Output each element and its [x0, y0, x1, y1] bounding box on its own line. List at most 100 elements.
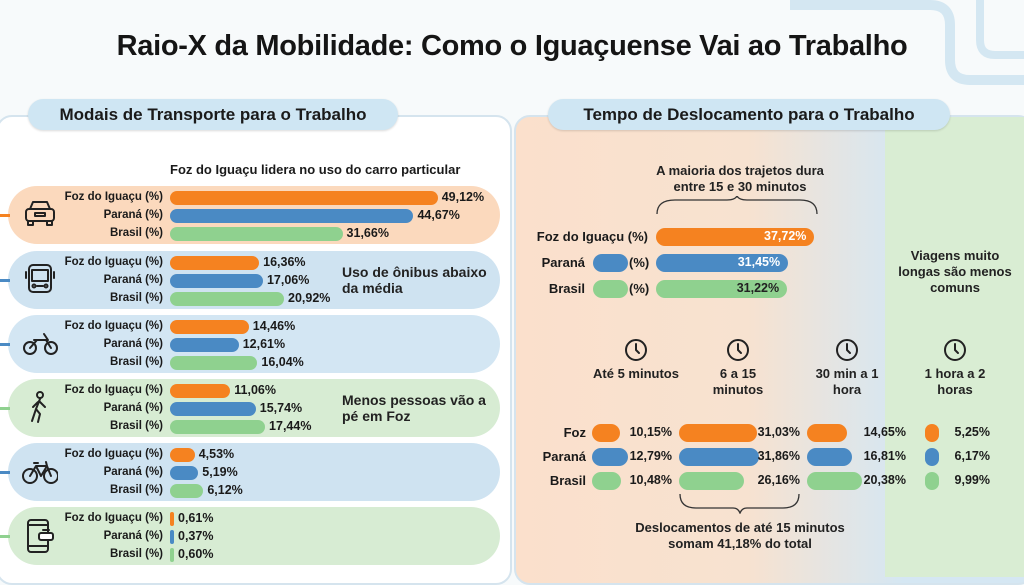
- bar-foz: [592, 424, 621, 442]
- value-label: 49,12%: [441, 190, 485, 204]
- bar-parana: [656, 254, 789, 272]
- mode-group-band: [8, 443, 500, 501]
- value-label: 44,67%: [417, 208, 460, 222]
- time-bin-label: 30 min a 1 hora: [815, 366, 879, 397]
- bar-foz: [170, 384, 231, 398]
- series-label: Brasil (%): [109, 548, 163, 560]
- bar-parana: [170, 466, 199, 480]
- connector-line: [0, 343, 10, 346]
- bar-parana: [170, 530, 174, 544]
- series-label: Paraná (%): [103, 274, 163, 286]
- value-label: 17,44%: [269, 419, 312, 433]
- value-label: 10,48%: [629, 473, 672, 487]
- value-label: 37,72%: [764, 229, 807, 243]
- series-label: Brasil (%): [109, 420, 163, 432]
- modes-header: Modais de Transporte para o Trabalho: [28, 99, 398, 130]
- connector-line: [0, 535, 10, 538]
- time-subtitle: A maioria dos trajetos dura entre 15 e 3…: [656, 163, 824, 194]
- connector-line: [0, 471, 10, 474]
- row-label: Foz do Iguaçu (%): [536, 229, 648, 244]
- series-label: Foz do Iguaçu (%): [64, 384, 163, 396]
- value-label: 31,03%: [757, 425, 800, 439]
- series-label: Paraná (%): [103, 338, 163, 350]
- row-label: Paraná: [542, 449, 586, 464]
- value-label: 5,25%: [954, 425, 990, 439]
- value-label: 11,06%: [234, 383, 276, 397]
- bar-foz: [170, 191, 438, 205]
- bar-foz: [170, 256, 260, 270]
- series-label: Paraná (%): [103, 209, 163, 221]
- bicycle-icon: [22, 454, 59, 495]
- bar-foz: [925, 424, 939, 442]
- series-label: Foz do Iguaçu (%): [64, 256, 163, 268]
- bar-foz: [170, 512, 174, 526]
- value-label: 16,04%: [261, 355, 304, 369]
- row-unit: (%): [629, 255, 650, 270]
- bus-icon: [22, 262, 58, 303]
- value-label: 12,79%: [629, 449, 672, 463]
- bar-foz: [679, 424, 757, 442]
- bar-parana: [592, 448, 628, 466]
- time-bin-label: 6 a 15 minutos: [712, 366, 764, 397]
- bar-brasil: [170, 548, 174, 562]
- value-label: 14,46%: [252, 319, 296, 333]
- bar-brasil: [170, 420, 266, 434]
- clock-icon: [624, 338, 648, 367]
- bar-parana: [807, 448, 853, 466]
- annotation: Uso de ônibus abaixo da média: [342, 264, 487, 296]
- value-label: 31,22%: [736, 281, 780, 295]
- value-label: 31,86%: [757, 449, 800, 463]
- mode-group-band: [8, 507, 500, 565]
- legend-swatch: [593, 280, 628, 298]
- value-label: 4,53%: [198, 447, 235, 461]
- bar-parana: [170, 402, 256, 416]
- value-label: 0,61%: [178, 511, 214, 525]
- series-label: Brasil (%): [109, 356, 163, 368]
- row-label: Paraná: [541, 255, 585, 270]
- series-label: Brasil (%): [109, 484, 163, 496]
- page-title: Raio-X da Mobilidade: Como o Iguaçuense …: [116, 30, 908, 62]
- connector-line: [0, 214, 10, 217]
- connector-line: [0, 279, 10, 282]
- value-label: 5,19%: [202, 465, 238, 479]
- value-label: 20,38%: [863, 473, 906, 487]
- value-label: 15,74%: [259, 401, 303, 415]
- legend-swatch: [593, 254, 628, 272]
- series-label: Foz do Iguaçu (%): [64, 512, 163, 524]
- value-label: 16,36%: [263, 255, 306, 269]
- value-label: 6,12%: [207, 483, 243, 497]
- bar-brasil: [170, 484, 204, 498]
- long-trips-note: Viagens muito longas são menos comuns: [898, 248, 1012, 295]
- bar-brasil: [807, 472, 863, 490]
- series-label: Paraná (%): [103, 466, 163, 478]
- clock-icon: [943, 338, 967, 367]
- car-icon: [22, 197, 58, 238]
- series-label: Brasil (%): [109, 227, 163, 239]
- value-label: 31,45%: [737, 255, 781, 269]
- series-label: Foz do Iguaçu (%): [64, 320, 163, 332]
- series-label: Brasil (%): [109, 292, 163, 304]
- bar-parana: [170, 274, 263, 288]
- value-label: 26,16%: [757, 473, 800, 487]
- value-label: 14,65%: [863, 425, 906, 439]
- row-label: Foz: [563, 425, 586, 440]
- time-bin-label: Até 5 minutos: [593, 366, 679, 381]
- short-trips-note: Deslocamentos de até 15 minutos somam 41…: [635, 520, 845, 551]
- value-label: 10,15%: [629, 425, 672, 439]
- clock-icon: [726, 338, 750, 367]
- connector-line: [0, 407, 10, 410]
- value-label: 17,06%: [266, 273, 310, 287]
- value-label: 0,60%: [178, 547, 214, 561]
- bar-brasil: [592, 472, 622, 490]
- time-bin-label: 1 hora a 2 horas: [924, 366, 986, 397]
- value-label: 20,92%: [288, 291, 331, 305]
- annotation: Menos pessoas vão a pé em Foz: [342, 392, 486, 424]
- row-label: Brasil: [549, 473, 586, 488]
- clock-icon: [835, 338, 859, 367]
- row-unit: (%): [629, 281, 650, 296]
- road-decoration-icon: [790, 0, 1024, 85]
- bar-brasil: [170, 227, 343, 241]
- ride-app-phone-icon: [22, 518, 58, 559]
- bar-parana: [679, 448, 759, 466]
- bar-foz: [170, 448, 195, 462]
